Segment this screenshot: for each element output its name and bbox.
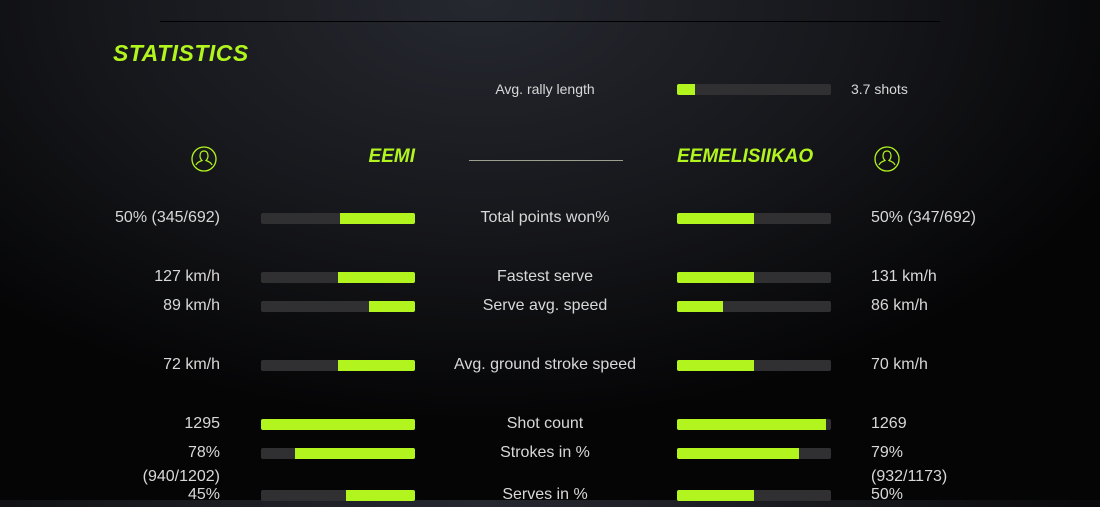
stat-row: 45% Serves in % 50%: [0, 485, 1100, 505]
left-bar-fill: [338, 272, 415, 283]
left-bar: [261, 490, 415, 501]
stat-row-rally: Avg. rally length 3.7 shots: [0, 79, 1100, 99]
user-circle-icon: [874, 146, 900, 172]
left-bar-fill: [294, 448, 415, 459]
left-bar-fill: [345, 490, 415, 501]
right-value: 50%: [871, 486, 904, 503]
right-bar-fill: [677, 84, 696, 95]
left-bar-fill: [368, 301, 415, 312]
right-value: 131 km/h: [871, 268, 937, 285]
right-value: 50% (347/692): [871, 209, 976, 226]
left-value: 78% (940/1202): [142, 444, 220, 485]
left-bar: [261, 272, 415, 283]
stat-label: Serves in %: [502, 486, 588, 503]
right-bar-fill: [677, 419, 827, 430]
left-player-name: EEMI: [368, 146, 415, 167]
left-value: 72 km/h: [163, 356, 220, 373]
rally-value: 3.7 shots: [851, 81, 908, 97]
right-bar: [677, 301, 831, 312]
left-value: 89 km/h: [163, 297, 220, 314]
header-divider: [469, 160, 623, 161]
stat-label: Avg. ground stroke speed: [453, 356, 637, 373]
right-player-name: EEMELISIIKAO: [677, 146, 814, 167]
right-bar: [677, 213, 831, 224]
top-divider: [160, 21, 940, 22]
left-bar-fill: [338, 360, 415, 371]
user-circle-icon: [191, 146, 217, 172]
right-bar-fill: [677, 360, 754, 371]
stat-label: Total points won%: [480, 209, 610, 226]
right-bar-fill: [677, 448, 799, 459]
left-bar: [261, 360, 415, 371]
right-value: 1269: [871, 415, 907, 432]
right-bar: [677, 360, 831, 371]
left-bar-fill: [339, 213, 415, 224]
left-value: 1295: [184, 415, 220, 432]
left-value: 45%: [187, 486, 220, 503]
left-bar: [261, 301, 415, 312]
stat-label: Shot count: [506, 415, 584, 432]
left-bar: [261, 213, 415, 224]
stat-row: 78% (940/1202) Strokes in % 79% (932/117…: [0, 443, 1100, 485]
right-bar-fill: [677, 301, 724, 312]
right-bar: [677, 272, 831, 283]
right-bar-fill: [677, 272, 754, 283]
stat-row: 72 km/h Avg. ground stroke speed 70 km/h: [0, 355, 1100, 375]
stat-row: 89 km/h Serve avg. speed 86 km/h: [0, 296, 1100, 316]
stat-label: Fastest serve: [496, 268, 594, 285]
right-bar-fill: [677, 213, 754, 224]
right-value: 86 km/h: [871, 297, 928, 314]
stat-row: 127 km/h Fastest serve 131 km/h: [0, 267, 1100, 287]
page-title: STATISTICS: [113, 40, 249, 66]
right-bar-fill: [677, 490, 754, 501]
left-bar-fill: [261, 419, 415, 430]
stat-label: Serve avg. speed: [482, 297, 608, 314]
stat-label: Avg. rally length: [495, 81, 595, 97]
left-value: 50% (345/692): [115, 209, 220, 226]
left-bar: [261, 419, 415, 430]
stat-row: 50% (345/692) Total points won% 50% (347…: [0, 208, 1100, 228]
right-bar: [677, 448, 831, 459]
right-bar: [677, 419, 831, 430]
right-value: 79% (932/1173): [871, 444, 948, 485]
right-value: 70 km/h: [871, 356, 928, 373]
stat-row: 1295 Shot count 1269: [0, 414, 1100, 434]
stat-label: Strokes in %: [500, 444, 590, 461]
left-bar: [261, 448, 415, 459]
left-value: 127 km/h: [154, 268, 220, 285]
right-bar: [677, 84, 831, 95]
right-bar: [677, 490, 831, 501]
